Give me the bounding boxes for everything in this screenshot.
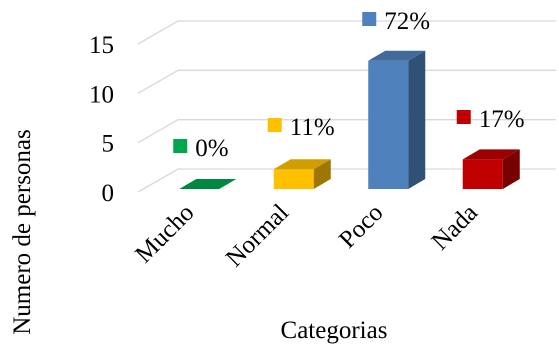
bar-top	[368, 50, 426, 61]
gridline	[137, 119, 556, 144]
y-tick-label: 10	[89, 81, 114, 108]
y-axis-ticks: 0 5 10 15	[89, 32, 114, 207]
gridline	[137, 168, 556, 193]
bar-front	[462, 159, 503, 189]
x-axis-title: Categorias	[281, 317, 388, 344]
bar-side	[313, 159, 331, 189]
x-tick-label: Mucho	[130, 199, 199, 268]
gridline	[137, 69, 556, 94]
data-label: 72%	[384, 8, 430, 35]
bar-top	[462, 149, 520, 160]
bar-mucho	[179, 179, 237, 190]
bar-normal	[273, 159, 331, 189]
x-axis-ticks: Mucho Normal Poco Nada	[130, 199, 483, 272]
bar-poco	[368, 50, 426, 189]
bar-front	[368, 60, 409, 189]
x-tick-label: Nada	[427, 199, 483, 255]
data-label-marker	[362, 12, 377, 26]
data-label-marker	[267, 118, 282, 132]
data-label-marker	[456, 110, 471, 124]
bar-front	[273, 169, 314, 189]
bar-side	[408, 50, 426, 189]
y-tick-label: 15	[89, 32, 114, 59]
y-axis-title: Numero de personas	[9, 129, 36, 335]
bar-top	[179, 179, 237, 189]
data-label: 0%	[195, 135, 228, 162]
data-label-marker	[173, 139, 188, 153]
y-tick-label: 0	[102, 180, 115, 207]
x-tick-label: Poco	[334, 199, 388, 253]
data-labels: 0% 11% 72% 17%	[173, 8, 525, 162]
x-tick-label: Normal	[221, 199, 294, 272]
gridline	[137, 20, 556, 45]
data-label: 11%	[290, 114, 335, 141]
gridlines	[137, 20, 556, 193]
bars	[179, 50, 520, 190]
bar-nada	[462, 149, 520, 189]
data-label: 17%	[479, 106, 525, 133]
bar-top	[273, 159, 331, 170]
y-tick-label: 5	[102, 131, 115, 158]
bar-side	[502, 149, 520, 189]
